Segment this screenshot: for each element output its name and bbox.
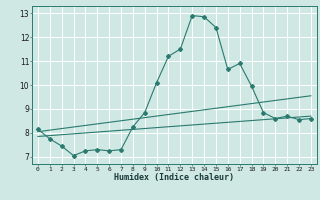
X-axis label: Humidex (Indice chaleur): Humidex (Indice chaleur) — [115, 173, 234, 182]
